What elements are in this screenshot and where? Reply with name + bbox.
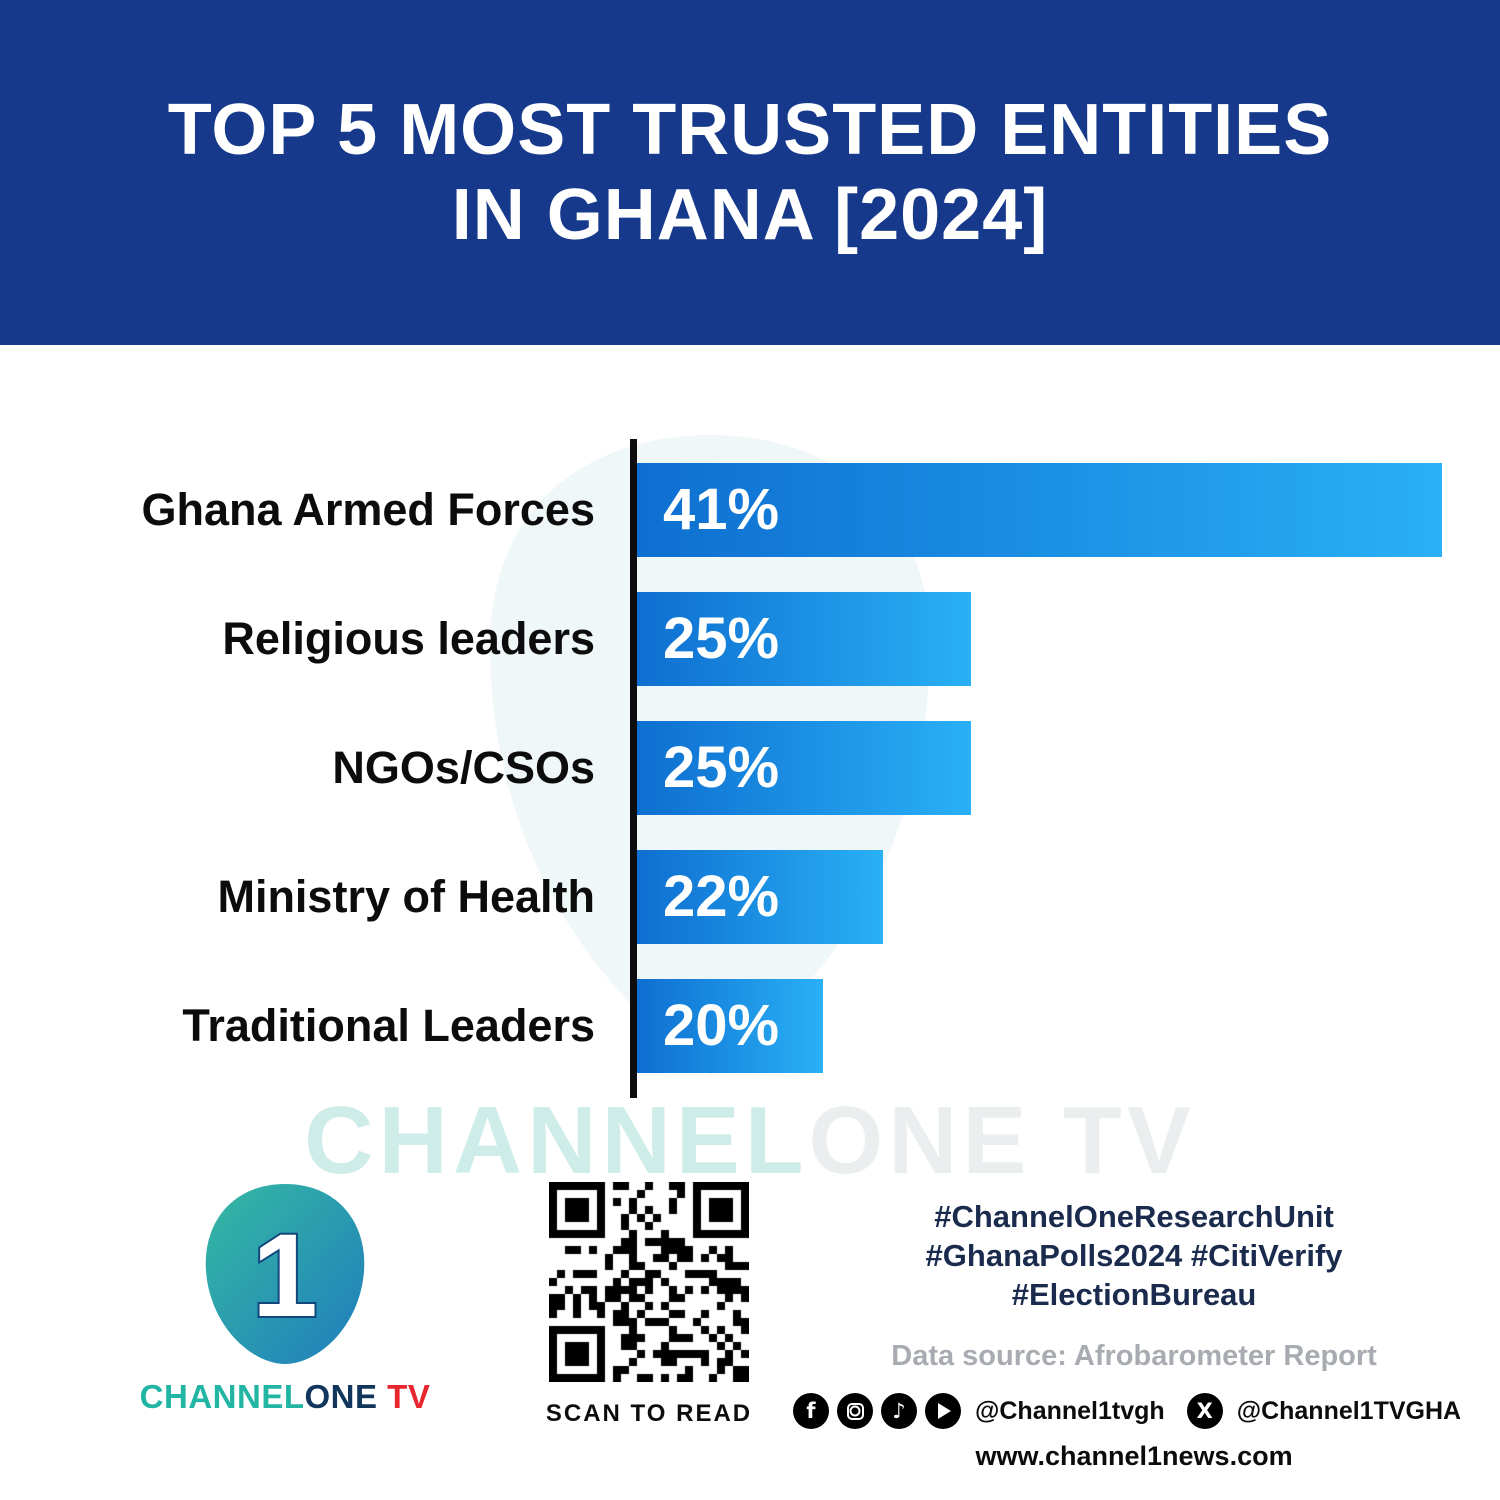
bar-value-label: 25% [663, 735, 780, 800]
qr-caption: SCAN TO READ [545, 1400, 753, 1427]
youtube-icon [925, 1393, 961, 1430]
channel-one-logo-icon: 1 [205, 1184, 365, 1364]
social-row: f ♪ @Channel1tvgh X @Channel1TVGHA [793, 1393, 1475, 1430]
data-source-note: Data source: Afrobarometer Report [891, 1340, 1377, 1373]
footer: 1 CHANNELONE TV SCAN TO READ #ChannelOne… [0, 1178, 1500, 1472]
website-url: www.channel1news.com [975, 1441, 1293, 1472]
category-label: NGOs/CSOs [332, 741, 595, 793]
hashtag-line: #GhanaPolls2024 #CitiVerify [925, 1237, 1343, 1273]
hashtag-line: #ChannelOneResearchUnit [934, 1199, 1334, 1234]
brand-wordmark: CHANNELONE TV [139, 1378, 431, 1415]
bar-value-label: 41% [663, 477, 780, 542]
page-title-line-2: IN GHANA [2024] [451, 174, 1049, 255]
footer-info-block: #ChannelOneResearchUnit #GhanaPolls2024 … [753, 1178, 1500, 1472]
bar: 25% [637, 591, 972, 686]
chart-row: Ministry of Health 22% [0, 832, 1500, 961]
facebook-icon: f [793, 1393, 829, 1430]
chart-row: Ghana Armed Forces 41% [0, 445, 1500, 574]
social-handle-primary: @Channel1tvgh [975, 1396, 1165, 1425]
qr-block: SCAN TO READ [545, 1178, 753, 1428]
x-twitter-icon: X [1186, 1393, 1223, 1430]
page-title-line-1: TOP 5 MOST TRUSTED ENTITIES [167, 89, 1333, 170]
bar: 25% [637, 720, 972, 815]
chart-row: Religious leaders 25% [0, 574, 1500, 703]
bar-value-label: 20% [663, 993, 780, 1058]
category-label: Ministry of Health [217, 870, 595, 922]
bar: 20% [637, 978, 823, 1073]
qr-code [545, 1178, 753, 1386]
header-banner: TOP 5 MOST TRUSTED ENTITIES IN GHANA [20… [0, 0, 1500, 345]
social-handle-x: @Channel1TVGHA [1236, 1396, 1462, 1425]
bar-value-label: 22% [663, 864, 780, 929]
hashtag-line: #ElectionBureau [1011, 1276, 1257, 1312]
bar: 41% [637, 462, 1442, 557]
bar: 22% [637, 849, 883, 944]
category-label: Ghana Armed Forces [141, 483, 595, 535]
bar-value-label: 25% [663, 606, 780, 671]
category-label: Traditional Leaders [182, 999, 595, 1051]
chart-axis [630, 439, 637, 1098]
category-label: Religious leaders [222, 612, 595, 664]
chart-row: NGOs/CSOs 25% [0, 703, 1500, 832]
chart-row: Traditional Leaders 20% [0, 961, 1500, 1090]
brand-logo-block: 1 CHANNELONE TV [140, 1178, 430, 1416]
logo-numeral: 1 [252, 1210, 318, 1342]
tiktok-icon: ♪ [881, 1393, 917, 1430]
instagram-icon [837, 1393, 873, 1430]
bar-chart: Ghana Armed Forces 41% Religious leaders… [0, 439, 1500, 1098]
